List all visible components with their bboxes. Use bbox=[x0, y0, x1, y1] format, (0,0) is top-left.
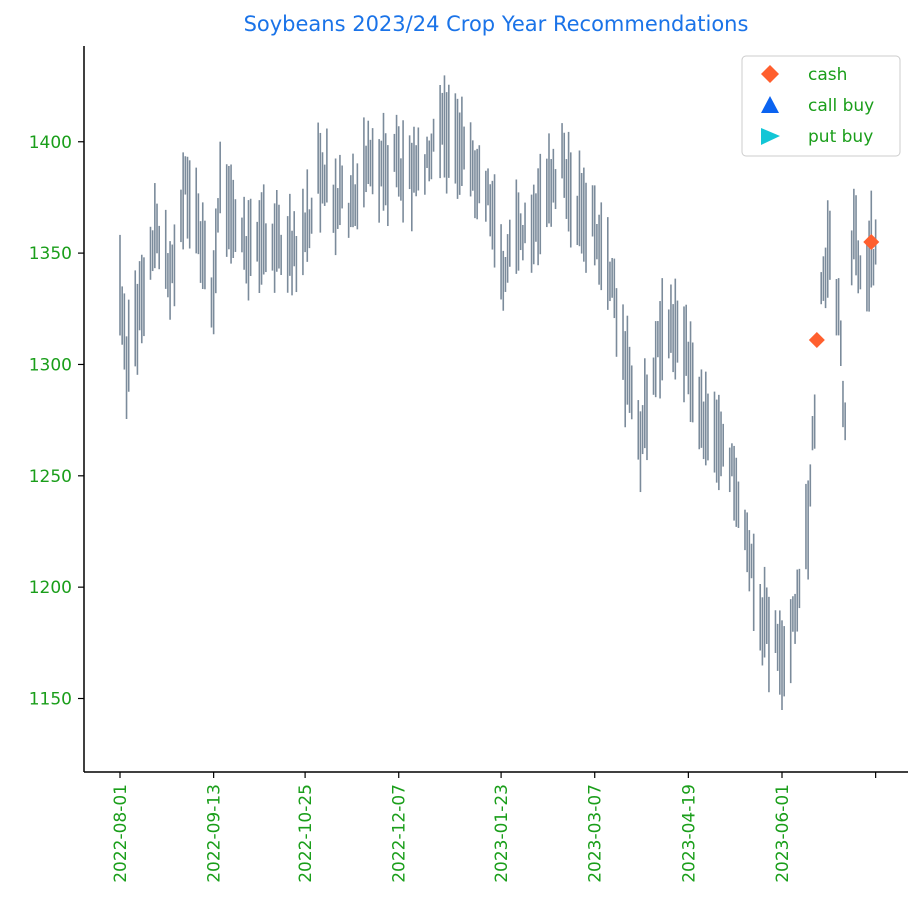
y-tick-label: 1400 bbox=[29, 133, 72, 153]
legend-label-call-buy: call buy bbox=[808, 96, 874, 116]
x-ticks: 2022-08-01 2022-09-13 2022-10-25 2022-12-07… bbox=[111, 772, 877, 883]
y-ticks: 1150 1200 1250 1300 1350 1400 bbox=[29, 133, 84, 710]
x-tick-label: 2022-12-07 bbox=[390, 784, 410, 883]
recommendation-markers bbox=[808, 233, 880, 348]
marker-cash bbox=[863, 233, 880, 250]
legend-label-put-buy: put buy bbox=[808, 127, 873, 147]
legend-label-cash: cash bbox=[808, 65, 847, 85]
legend-marker-cash-diamond bbox=[761, 65, 779, 83]
marker-cash bbox=[808, 331, 825, 348]
y-tick-label: 1350 bbox=[29, 244, 72, 264]
x-tick-label: 2023-06-01 bbox=[773, 784, 793, 883]
y-tick-label: 1250 bbox=[29, 467, 72, 487]
x-tick-label: 2023-03-07 bbox=[586, 784, 606, 883]
legend-entry-cash: cash bbox=[761, 65, 847, 85]
legend-entry-call-buy: call buy bbox=[761, 96, 874, 116]
x-tick-label: 2022-09-13 bbox=[205, 784, 225, 883]
legend-box bbox=[741, 55, 901, 157]
legend-entry-put-buy: put buy bbox=[761, 127, 873, 147]
legend-marker-put-buy-triangle bbox=[761, 128, 780, 145]
y-tick-label: 1300 bbox=[29, 355, 72, 375]
x-tick-label: 2022-08-01 bbox=[111, 784, 131, 883]
y-tick-label: 1200 bbox=[29, 578, 72, 598]
legend: cash call buy put buy bbox=[741, 55, 901, 157]
price-bars bbox=[119, 75, 877, 711]
x-tick-label: 2022-10-25 bbox=[296, 784, 316, 883]
chart-title: Soybeans 2023/24 Crop Year Recommendatio… bbox=[244, 12, 749, 36]
y-tick-label: 1150 bbox=[29, 690, 72, 710]
x-tick-label: 2023-01-23 bbox=[492, 784, 512, 883]
x-tick-label: 2023-04-19 bbox=[679, 784, 699, 883]
legend-marker-call-buy-triangle bbox=[761, 96, 779, 113]
